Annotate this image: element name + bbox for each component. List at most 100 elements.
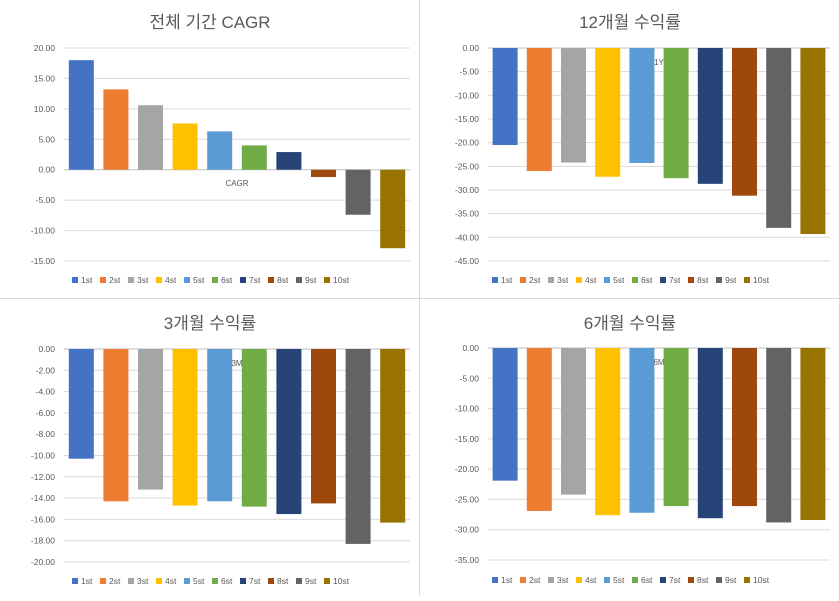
legend-swatch: [184, 277, 190, 283]
bar-6st: [241, 349, 267, 507]
legend-label: 1st: [81, 576, 93, 586]
bar-10st: [800, 48, 826, 235]
y-tick-label: -10.00: [31, 226, 55, 236]
bar-8st: [311, 169, 336, 178]
legend-swatch: [100, 578, 106, 584]
bar-1st: [68, 349, 94, 459]
y-tick-label: -14.00: [31, 493, 55, 503]
legend-label: 7st: [249, 576, 261, 586]
legend-label: 3st: [137, 275, 149, 285]
y-tick-label: -20.00: [455, 464, 479, 474]
bar-9st: [345, 169, 371, 215]
y-tick-label: 0.00: [462, 343, 479, 353]
bar-7st: [276, 152, 302, 170]
legend-swatch: [156, 277, 162, 283]
x-axis-label: 1Y: [654, 58, 664, 67]
legend-label: 9st: [725, 575, 737, 585]
bar-5st: [629, 348, 655, 513]
bar-2st: [103, 349, 129, 502]
bar-9st: [766, 48, 792, 228]
legend-label: 1st: [501, 575, 513, 585]
chart-svg-6m: 6개월 수익률 0.00 -5.00 -10.00 -15.00 -20.00 -25.0…: [455, 314, 830, 585]
chart-svg-12m: 12개월 수익률 0.00 -5.00 -10.00 -15.00 -20.00 -25.…: [455, 13, 830, 285]
legend-label: 5st: [613, 275, 625, 285]
legend-label: 10st: [333, 576, 350, 586]
y-tick-label: -45.00: [455, 256, 479, 266]
legend-label: 8st: [277, 275, 289, 285]
y-tick-label: -5.00: [36, 195, 56, 205]
legend-swatch: [632, 577, 638, 583]
legend-label: 6st: [221, 576, 233, 586]
legend-label: 6st: [641, 575, 653, 585]
legend-swatch: [660, 277, 666, 283]
legend-label: 3st: [557, 275, 569, 285]
y-tick-label: -25.00: [455, 494, 479, 504]
legend-swatch: [492, 277, 498, 283]
y-tick-label: 0.00: [462, 43, 479, 53]
y-tick-label: -8.00: [36, 429, 56, 439]
legend-swatch: [604, 577, 610, 583]
legend-label: 7st: [669, 575, 681, 585]
y-tick-label: -10.00: [455, 404, 479, 414]
legend-swatch: [548, 577, 554, 583]
bar-6st: [663, 48, 689, 179]
y-tick-label: 5.00: [38, 134, 55, 144]
bar-6st: [241, 145, 267, 170]
legend-label: 2st: [109, 275, 121, 285]
y-tick-label: -16.00: [31, 514, 55, 524]
legend-label: 5st: [613, 575, 625, 585]
legend-label: 5st: [193, 275, 205, 285]
legend-label: 1st: [81, 275, 93, 285]
legend-label: 6st: [641, 275, 653, 285]
legend-swatch: [576, 277, 582, 283]
legend-swatch: [716, 277, 722, 283]
legend-swatch: [72, 578, 78, 584]
legend-swatch: [296, 277, 302, 283]
legend-label: 5st: [193, 576, 205, 586]
bar-2st: [103, 89, 129, 170]
bar-7st: [697, 348, 723, 519]
legend-swatch: [268, 277, 274, 283]
y-tick-label: 0.00: [38, 344, 55, 354]
legend-label: 4st: [585, 275, 597, 285]
bar-9st: [345, 349, 371, 544]
legend-label: 9st: [305, 275, 317, 285]
chart-svg-3m: 3개월 수익률 0.00 -2.00 -4.00 -6.00 -8.00 -10.00 -1…: [31, 314, 410, 586]
bar-10st: [800, 348, 826, 521]
legend-swatch: [492, 577, 498, 583]
legend-label: 4st: [165, 275, 177, 285]
bar-2st: [526, 48, 552, 172]
legend-swatch: [324, 277, 330, 283]
bar-6st: [663, 348, 689, 507]
y-tick-label: -10.00: [455, 90, 479, 100]
x-axis-label: CAGR: [225, 179, 248, 188]
legend-swatch: [660, 577, 666, 583]
bar-3st: [138, 349, 163, 490]
legend-swatch: [576, 577, 582, 583]
legend-label: 8st: [697, 575, 709, 585]
legend-swatch: [268, 578, 274, 584]
y-tick-label: -25.00: [455, 161, 479, 171]
y-tick-label: 15.00: [34, 73, 56, 83]
legend-swatch: [128, 277, 134, 283]
legend-swatch: [744, 277, 750, 283]
bar-5st: [207, 349, 233, 502]
chart-title: 6개월 수익률: [584, 314, 676, 333]
chart-title: 3개월 수익률: [164, 314, 256, 333]
y-tick-label: -15.00: [31, 256, 55, 266]
bar-1st: [492, 48, 518, 146]
y-tick-label: -30.00: [455, 185, 479, 195]
legend-swatch: [212, 578, 218, 584]
chart-title: 전체 기간 CAGR: [149, 13, 270, 32]
bar-4st: [172, 123, 198, 170]
legend-swatch: [520, 277, 526, 283]
y-tick-label: -10.00: [31, 451, 55, 461]
bar-2st: [526, 348, 552, 511]
bar-1st: [492, 348, 518, 481]
y-tick-label: 0.00: [38, 165, 55, 175]
legend-swatch: [688, 577, 694, 583]
y-tick-label: -2.00: [36, 365, 56, 375]
bar-8st: [732, 348, 757, 507]
bar-4st: [595, 48, 621, 177]
y-tick-label: -6.00: [36, 408, 56, 418]
